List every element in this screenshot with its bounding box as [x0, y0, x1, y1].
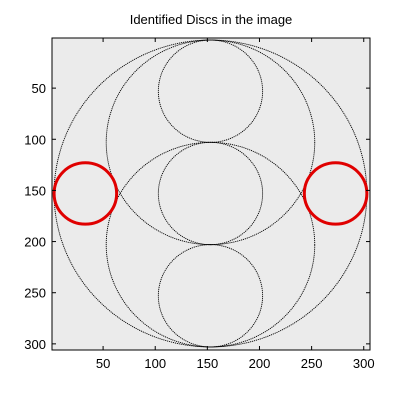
identified-discs — [52, 161, 369, 226]
chart-title: Identified Discs in the image — [130, 12, 293, 27]
x-tick-label: 300 — [353, 356, 375, 371]
x-tick-label: 150 — [196, 356, 218, 371]
y-tick-label: 100 — [24, 132, 46, 147]
plot-area — [52, 38, 370, 350]
identified-disc-2 — [302, 161, 369, 226]
x-tick-label: 100 — [144, 356, 166, 371]
y-tick-label: 150 — [24, 183, 46, 198]
identified-disc-1 — [52, 161, 119, 226]
y-tick-label: 50 — [32, 81, 46, 96]
y-tick-label: 250 — [24, 286, 46, 301]
x-tick-label: 200 — [249, 356, 271, 371]
x-tick-label: 250 — [301, 356, 323, 371]
axes: 50 100 150 200 250 300 50 100 150 200 250 300 — [24, 37, 375, 371]
y-tick-label: 200 — [24, 235, 46, 250]
axes-box — [51, 37, 371, 351]
image-circle-upper-medium — [105, 39, 316, 246]
y-tick-label: 300 — [24, 337, 46, 352]
image-circle-lower-medium — [105, 141, 316, 348]
x-tick-label: 50 — [96, 356, 110, 371]
